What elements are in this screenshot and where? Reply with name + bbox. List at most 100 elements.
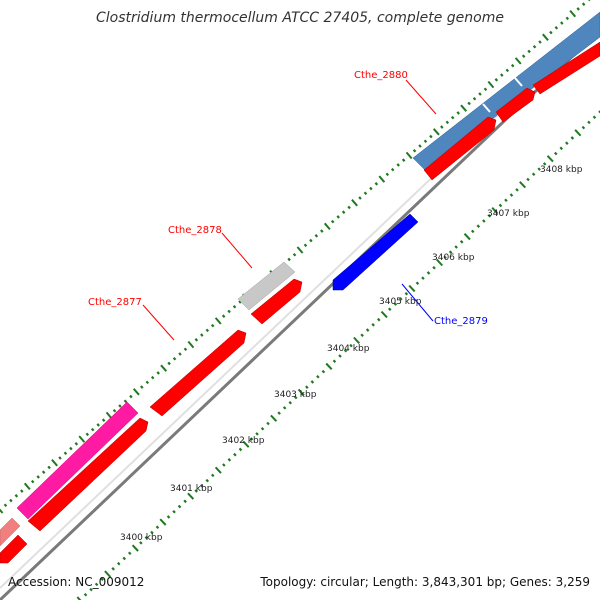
minor-tick [401, 158, 406, 162]
minor-tick [531, 172, 536, 177]
minor-tick [440, 125, 444, 129]
scale-label-3407: 3407 kbp [487, 209, 530, 219]
minor-tick [341, 210, 346, 214]
scale-label-3406: 3406 kbp [432, 253, 475, 263]
minor-tick [122, 556, 127, 561]
gene-arrow-cthe-2877[interactable] [149, 329, 247, 417]
minor-tick [266, 421, 270, 426]
minor-tick [527, 49, 531, 54]
minor-tick [200, 333, 204, 337]
minor-tick [85, 432, 90, 437]
minor-tick [167, 361, 171, 366]
minor-tick [139, 541, 143, 545]
minor-tick [238, 300, 242, 304]
major-tick [131, 544, 139, 552]
minor-tick [260, 426, 265, 431]
minor-tick [232, 304, 237, 309]
minor-tick [172, 356, 177, 361]
scale-label-3402: 3402 kbp [222, 436, 265, 446]
minor-tick [374, 182, 379, 186]
gene-arrow-cthe-2880[interactable] [423, 116, 497, 181]
minor-tick [494, 78, 499, 82]
major-tick [51, 459, 58, 467]
minor-tick [456, 111, 460, 115]
minor-tick [199, 484, 204, 488]
minor-tick [9, 498, 13, 503]
gene-arrow-cthe-2882[interactable] [532, 41, 600, 95]
minor-tick [129, 394, 133, 399]
major-tick [242, 440, 250, 448]
gene-label-cthe-2880[interactable]: Cthe_2880 [354, 70, 408, 81]
major-tick [159, 518, 167, 526]
minor-tick [58, 456, 62, 460]
minor-tick [309, 238, 313, 243]
minor-tick [211, 473, 215, 478]
minor-tick [588, 0, 591, 2]
minor-tick [292, 252, 297, 257]
minor-tick [96, 423, 100, 427]
gene-label-cthe-2878[interactable]: Cthe_2878 [168, 225, 222, 236]
minor-tick [321, 369, 326, 374]
gene-arrow-cthe-2878[interactable] [250, 278, 303, 325]
minor-tick [581, 2, 586, 6]
gene-arrow-cthe-2876[interactable] [27, 417, 149, 532]
minor-tick [156, 371, 160, 375]
major-tick [187, 340, 195, 349]
minor-tick [505, 68, 510, 73]
cds-feature-pink[interactable] [0, 517, 21, 547]
minor-tick [349, 343, 353, 348]
minor-tick [509, 193, 514, 197]
scale-label-3408: 3408 kbp [540, 165, 583, 175]
minor-tick [363, 191, 368, 196]
minor-tick [338, 354, 342, 358]
minor-tick [369, 186, 373, 191]
major-tick [214, 466, 222, 474]
major-tick [405, 151, 413, 160]
cds-feature-gray[interactable] [237, 261, 296, 311]
minor-tick [277, 411, 281, 415]
major-tick [380, 310, 388, 319]
gene-arrow-cthe-2881[interactable] [495, 87, 536, 123]
minor-tick [178, 352, 182, 356]
minor-tick [101, 418, 106, 422]
minor-tick [310, 380, 315, 384]
major-tick [23, 482, 31, 491]
gene-label-cthe-2879[interactable]: Cthe_2879 [434, 316, 488, 327]
scale-label-3400: 3400 kbp [120, 533, 163, 543]
minor-tick [553, 151, 558, 156]
cds-feature-steelblue[interactable] [412, 11, 600, 171]
minor-tick [404, 291, 409, 296]
minor-tick [20, 489, 24, 493]
minor-tick [358, 196, 362, 200]
minor-tick [498, 203, 503, 208]
minor-tick [371, 323, 375, 327]
minor-tick [445, 120, 450, 125]
minor-tick [521, 54, 526, 58]
minor-tick [510, 63, 515, 68]
minor-tick [90, 427, 95, 432]
minor-tick [316, 374, 320, 379]
minor-tick [412, 148, 417, 153]
major-tick [296, 246, 304, 254]
scale-label-3403: 3403 kbp [274, 390, 317, 400]
major-tick [408, 284, 416, 293]
gene-arrow-left-edge[interactable] [0, 534, 28, 564]
major-tick [436, 258, 444, 267]
minor-tick [560, 21, 564, 25]
minor-tick [390, 167, 395, 172]
minor-tick [330, 219, 335, 224]
minor-tick [450, 115, 455, 120]
minor-tick [454, 245, 458, 249]
minor-tick [150, 530, 154, 535]
minor-tick [598, 110, 600, 114]
gene-label-cthe-2877[interactable]: Cthe_2877 [88, 297, 142, 308]
minor-tick [343, 349, 348, 353]
gene-arrow-cthe-2879[interactable] [332, 213, 419, 291]
minor-tick [376, 317, 381, 322]
minor-tick [385, 172, 390, 177]
scale-label-3404: 3404 kbp [327, 344, 370, 354]
minor-tick [443, 255, 447, 260]
scale-labels: 3400 kbp 3401 kbp 3402 kbp 3403 kbp 3404… [120, 165, 583, 543]
cds-feature-magenta[interactable] [16, 401, 139, 520]
major-tick [487, 80, 495, 89]
